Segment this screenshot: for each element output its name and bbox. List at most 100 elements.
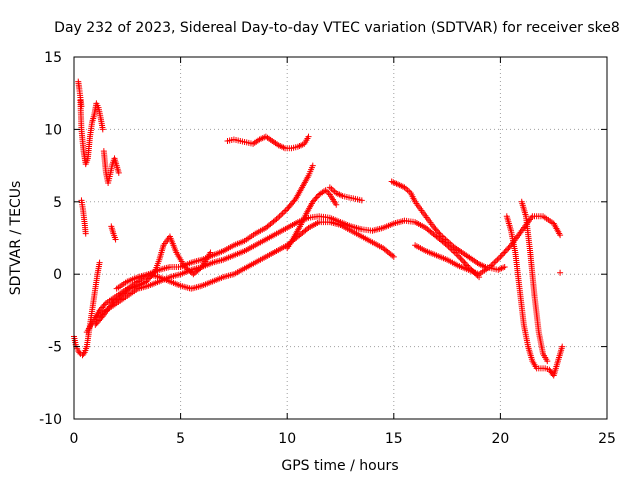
- series-track-14: [326, 184, 365, 204]
- data-point: [311, 197, 318, 204]
- series-track-2: [83, 259, 103, 350]
- series-track-16: [412, 213, 564, 278]
- data-point: [99, 304, 106, 311]
- data-point: [504, 246, 511, 253]
- data-point: [489, 261, 496, 268]
- data-point: [298, 142, 305, 149]
- series-track-12: [284, 187, 340, 252]
- data-point: [325, 190, 332, 197]
- data-point: [390, 253, 397, 260]
- data-point: [358, 197, 365, 204]
- data-point: [279, 210, 286, 217]
- data-point: [432, 226, 439, 233]
- series-track-6: [78, 197, 89, 237]
- data-point: [322, 187, 329, 194]
- data-point: [433, 227, 440, 234]
- series-track-18: [518, 198, 551, 365]
- y-tick-label: 15: [44, 50, 62, 66]
- series-track-5: [100, 148, 122, 186]
- data-point: [492, 258, 499, 265]
- data-point: [457, 255, 464, 262]
- data-point: [544, 358, 551, 365]
- data-point: [498, 252, 505, 259]
- data-point: [500, 250, 507, 257]
- data-point: [275, 214, 282, 221]
- data-point: [497, 253, 504, 260]
- data-point: [309, 198, 316, 205]
- series-track-9: [92, 213, 483, 321]
- data-point: [502, 248, 509, 255]
- data-point: [460, 258, 467, 265]
- x-tick-label: 5: [176, 431, 185, 447]
- data-point: [82, 230, 89, 237]
- data-point: [330, 187, 337, 194]
- data-point: [491, 259, 498, 266]
- x-axis-label: GPS time / hours: [281, 458, 398, 474]
- axis-ticks: 0 5 10 15 20 25 -10 -5 0 5 10 15: [39, 50, 616, 447]
- data-point: [96, 259, 103, 266]
- data-point: [323, 188, 330, 195]
- data-point: [495, 255, 502, 262]
- data-point: [431, 224, 438, 231]
- y-tick-label: -10: [39, 412, 62, 428]
- data-point: [498, 265, 505, 272]
- data-point: [326, 184, 333, 191]
- x-tick-label: 15: [385, 431, 403, 447]
- y-axis-label: SDTVAR / TECUs: [8, 181, 24, 296]
- data-point: [80, 350, 87, 357]
- series-track-7: [108, 223, 119, 243]
- data-point: [494, 256, 501, 263]
- series-track-15: [388, 178, 508, 273]
- series-track-11: [92, 233, 214, 328]
- plot-frame: [73, 56, 608, 420]
- data-point: [313, 194, 320, 201]
- data-point: [125, 286, 132, 293]
- plot-border: [73, 56, 608, 420]
- data-point: [557, 232, 564, 239]
- data-point: [305, 133, 312, 140]
- data-point: [557, 269, 564, 276]
- data-point: [309, 162, 316, 169]
- data-point: [333, 201, 340, 208]
- y-tick-label: 0: [53, 267, 62, 283]
- data-point: [100, 303, 107, 310]
- data-point: [78, 103, 85, 110]
- data-point: [197, 265, 204, 272]
- data-point: [404, 187, 411, 194]
- data-point: [99, 313, 106, 320]
- data-point: [207, 249, 214, 256]
- data-point: [505, 245, 512, 252]
- data-point: [435, 229, 442, 236]
- data-point: [112, 236, 119, 243]
- chart-title: Day 232 of 2023, Sidereal Day-to-day VTE…: [54, 20, 620, 36]
- data-point: [436, 230, 443, 237]
- data-point: [456, 253, 463, 260]
- data-point: [150, 269, 157, 276]
- y-tick-label: -5: [48, 340, 62, 356]
- y-tick-label: 5: [53, 195, 62, 211]
- series-track-19: [557, 269, 564, 276]
- data-point: [328, 185, 335, 192]
- data-point: [462, 261, 469, 268]
- series-track-4: [75, 78, 85, 110]
- x-tick-label: 20: [491, 431, 509, 447]
- x-tick-label: 10: [278, 431, 296, 447]
- x-tick-label: 0: [70, 431, 79, 447]
- data-marks: [71, 78, 566, 379]
- data-point: [312, 195, 319, 202]
- data-point: [458, 256, 465, 263]
- data-point: [559, 343, 566, 350]
- data-point: [278, 211, 285, 218]
- data-point: [281, 208, 288, 215]
- data-point: [291, 197, 298, 204]
- series-track-17: [503, 213, 566, 379]
- data-point: [276, 213, 283, 220]
- data-point: [461, 259, 468, 266]
- series-track-13: [224, 133, 312, 152]
- data-point: [501, 263, 508, 270]
- data-point: [99, 126, 106, 133]
- data-point: [76, 349, 83, 356]
- data-point: [282, 207, 289, 214]
- x-tick-label: 25: [598, 431, 616, 447]
